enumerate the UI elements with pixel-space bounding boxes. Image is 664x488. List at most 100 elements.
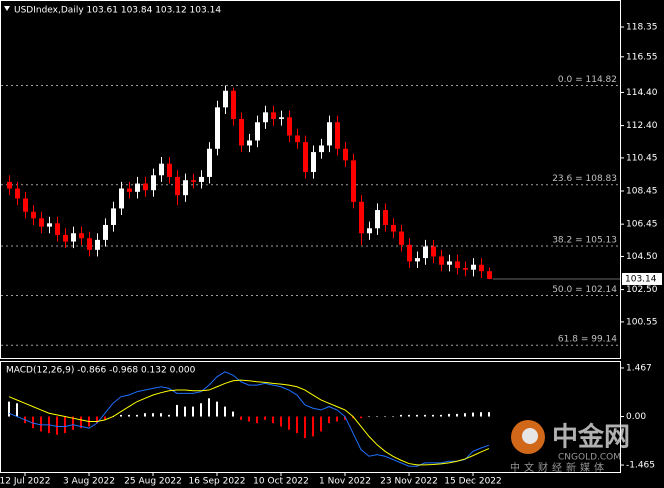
main-pane-frame: [0, 0, 621, 359]
fib-label: 61.8 = 99.14: [558, 335, 617, 345]
candle-body: [311, 152, 316, 172]
candle-body: [231, 90, 236, 119]
candle-body: [111, 208, 116, 225]
macd-histogram-bar: [464, 413, 466, 417]
candle-body: [207, 148, 212, 177]
macd-y-tick-label: 1.467: [626, 363, 652, 373]
fib-label: 50.0 = 102.14: [552, 285, 617, 295]
y-tick-label: 110.45: [626, 153, 658, 163]
macd-main-line: [8, 371, 490, 467]
macd-signal-line: [8, 379, 490, 466]
x-tick-label: 1 Nov 2022: [319, 477, 371, 487]
x-tick-label: 25 Aug 2022: [124, 477, 182, 487]
x-tick-label: 16 Sep 2022: [188, 477, 245, 487]
candle-body: [455, 261, 460, 269]
candle-body: [439, 256, 444, 265]
macd-histogram-bar: [336, 416, 338, 422]
candle-body: [271, 112, 276, 119]
macd-histogram-bar: [416, 414, 418, 417]
candle-body: [183, 180, 188, 196]
candle-body: [383, 210, 388, 225]
candle-body: [143, 183, 148, 191]
candle-body: [95, 239, 100, 250]
candle-body: [223, 90, 228, 108]
macd-histogram-bar: [368, 416, 370, 418]
macd-histogram-bar: [376, 416, 378, 418]
fib-label: 0.0 = 114.82: [558, 75, 617, 85]
y-tick-label: 106.45: [626, 220, 658, 230]
candle-body: [487, 271, 492, 279]
macd-histogram-bar: [168, 414, 170, 417]
macd-histogram-bar: [352, 416, 354, 419]
macd-histogram-bar: [40, 416, 42, 432]
candle-body: [463, 268, 468, 270]
macd-histogram-bar: [472, 412, 474, 417]
macd-histogram-bar: [152, 413, 154, 417]
candle-body: [135, 183, 140, 192]
macd-histogram-bar: [136, 414, 138, 417]
macd-histogram-bar: [216, 401, 218, 417]
candle-body: [15, 188, 20, 199]
candle-body: [319, 145, 324, 153]
macd-histogram-bar: [8, 401, 10, 417]
macd-histogram-bar: [160, 413, 162, 417]
candle-body: [423, 246, 428, 259]
macd-histogram-bar: [432, 414, 434, 417]
macd-histogram-bar: [288, 416, 290, 430]
candle-body: [295, 135, 300, 143]
macd-histogram-bar: [208, 398, 210, 417]
macd-histogram-bar: [72, 416, 74, 430]
candle-body: [287, 117, 292, 136]
watermark-name: 中金网: [552, 422, 630, 453]
candle-body: [7, 181, 12, 189]
macd-histogram-bar: [96, 416, 98, 424]
candle-body: [151, 175, 156, 191]
candle-body: [335, 122, 340, 149]
macd-histogram-bar: [488, 412, 490, 417]
candle-body: [391, 224, 396, 232]
y-tick-label: 102.50: [626, 285, 658, 295]
macd-histogram-bar: [456, 413, 458, 417]
macd-histogram-bar: [328, 416, 330, 424]
macd-histogram-bar: [360, 416, 362, 419]
candle-body: [239, 118, 244, 146]
current-price-box: [622, 272, 662, 285]
candle-body: [279, 117, 284, 119]
macd-histogram-bar: [16, 403, 18, 417]
macd-title: MACD(12,26,9) -0.866 -0.968 0.132 0.000: [6, 366, 196, 376]
macd-histogram-bar: [240, 416, 242, 420]
candle-body: [471, 264, 476, 270]
watermark: 中金网 CNGOLD.COM 中文财经新媒体: [510, 420, 630, 474]
candle-body: [399, 231, 404, 245]
macd-histogram-bar: [192, 406, 194, 417]
candle-body: [119, 188, 124, 209]
x-tick-label: 23 Nov 2022: [380, 477, 438, 487]
x-tick-label: 3 Aug 2022: [63, 477, 115, 487]
candle-body: [167, 163, 172, 177]
chart-title: USDIndex,Daily 103.61 103.84 103.12 103.…: [14, 6, 221, 16]
macd-histogram-bar: [200, 403, 202, 417]
y-tick-label: 112.40: [626, 121, 658, 131]
y-tick-label: 104.50: [626, 252, 658, 262]
macd-histogram-bar: [232, 411, 234, 417]
macd-histogram-bar: [296, 416, 298, 434]
candle-body: [159, 163, 164, 176]
macd-histogram-bar: [400, 414, 402, 417]
candle-body: [199, 176, 204, 182]
candle-body: [175, 176, 180, 196]
title-arrow: [4, 6, 10, 11]
macd-histogram-bar: [128, 414, 130, 417]
fib-label: 38.2 = 105.13: [552, 236, 617, 246]
watermark-site: CNGOLD.COM: [558, 453, 621, 463]
candle-body: [447, 261, 452, 265]
y-tick-label: 118.35: [626, 23, 658, 33]
macd-histogram-bar: [144, 413, 146, 417]
candle-body: [375, 210, 380, 229]
candle-body: [351, 160, 356, 202]
x-tick-label: 10 Oct 2022: [253, 477, 309, 487]
macd-histogram-bar: [384, 416, 386, 418]
macd-histogram-bar: [80, 416, 82, 429]
macd-histogram-bar: [344, 416, 346, 420]
macd-histogram-bar: [392, 416, 394, 418]
